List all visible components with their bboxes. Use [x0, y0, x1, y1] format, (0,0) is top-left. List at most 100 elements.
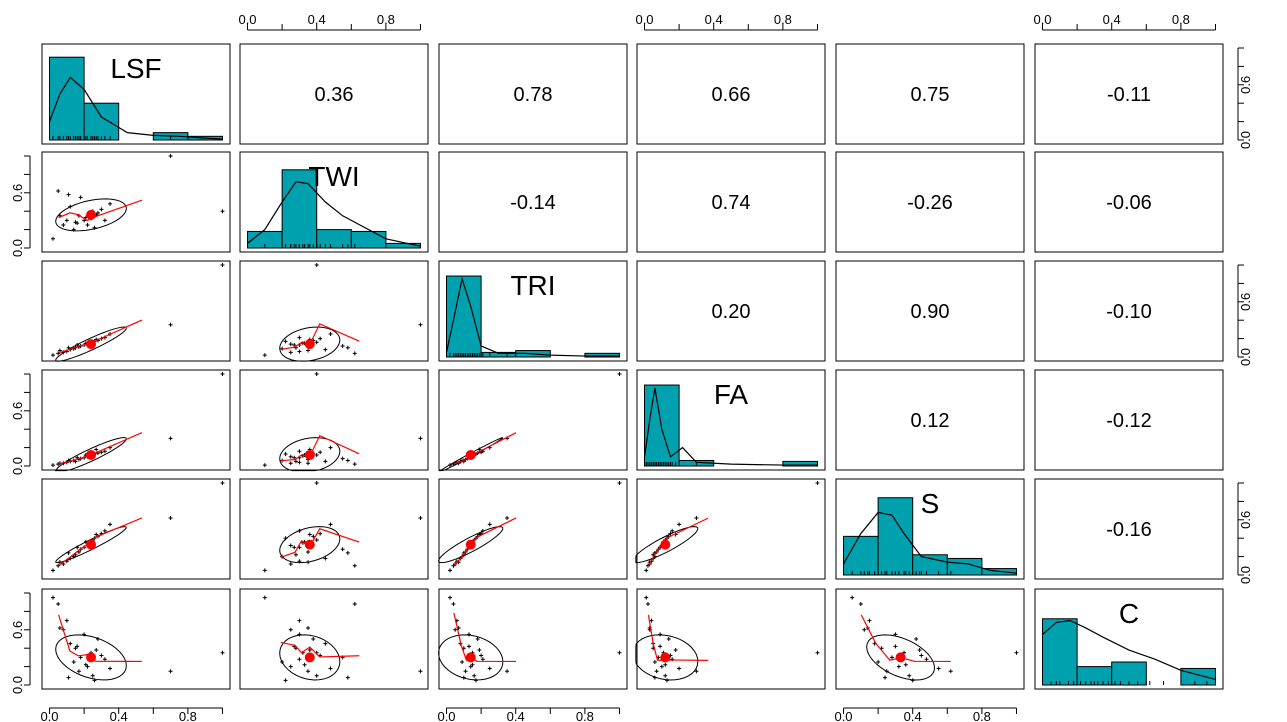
panel-frame-S-S: [835, 478, 1025, 580]
scatter-point-C-vs-S: [876, 660, 881, 664]
scatter-point-C-vs-S: [862, 627, 867, 632]
panel-frame-S-C: [1034, 478, 1224, 580]
correlation-label: 0.36: [315, 84, 354, 106]
scatter-point-S-vs-FA: [670, 528, 675, 533]
scatter-point-C-vs-FA: [663, 673, 668, 678]
scatter-point-C-vs-TRI: [470, 662, 475, 667]
scatter-point-C-vs-TWI: [345, 675, 350, 680]
top-axis-C-tick-label: 0.4: [1103, 12, 1121, 27]
scatter-point-C-vs-S: [889, 655, 894, 660]
right-axis-S-tick-label: 0.6: [1238, 511, 1253, 529]
scatter-point-C-vs-TRI: [480, 657, 485, 662]
loess-line-TRI-vs-LSF: [58, 319, 143, 354]
scatter-point-FA-vs-LSF: [50, 463, 55, 468]
scatter-point-TRI-vs-TWI: [318, 336, 323, 341]
scatter-point-S-vs-TWI: [314, 538, 319, 543]
scatter-point-C-vs-TWI: [297, 618, 302, 623]
correlation-ellipse-C-vs-TWI: [279, 634, 341, 681]
density-curve-TRI: [445, 276, 620, 357]
top-axis-TWI-tick-label: 0.4: [308, 12, 326, 27]
panel-frame-TRI-TRI: [438, 260, 628, 362]
scatter-point-C-vs-TRI: [617, 650, 622, 655]
scatter-point-C-vs-S: [896, 664, 901, 669]
scatter-point-S-vs-TWI: [318, 531, 323, 536]
scatter-point-FA-vs-TWI: [293, 459, 298, 464]
scatter-point-FA-vs-TWI: [418, 436, 423, 441]
correlation-label: -0.14: [510, 192, 556, 214]
loess-line-FA-vs-LSF: [58, 432, 143, 465]
scatter-point-FA-vs-TWI: [306, 461, 311, 466]
histogram-bar-LSF: [83, 102, 120, 141]
correlation-ellipse-S-vs-FA: [635, 526, 699, 564]
scatter-point-S-vs-TWI: [292, 545, 297, 550]
scatter-point-C-vs-TWI: [262, 595, 267, 600]
scatter-point-FA-vs-TWI: [328, 445, 333, 450]
scatter-point-C-vs-TRI: [467, 644, 472, 649]
panel-frame-FA-S: [835, 369, 1025, 471]
mean-point-FA-vs-TRI: [465, 449, 476, 460]
histogram-bar-S: [912, 554, 948, 576]
correlation-label: 0.90: [911, 301, 950, 323]
scatter-point-C-vs-FA: [694, 669, 699, 674]
scatter-point-TRI-vs-LSF: [168, 322, 173, 327]
variable-name-TRI: TRI: [510, 270, 555, 301]
scatter-point-C-vs-TRI: [467, 632, 472, 637]
loess-line-FA-vs-TRI: [453, 432, 517, 465]
right-axis-TRI-tick-label: 0.6: [1238, 293, 1253, 311]
scatter-point-C-vs-FA: [659, 664, 664, 669]
variable-name-S: S: [921, 488, 940, 519]
scatter-point-C-vs-TWI: [302, 662, 307, 667]
top-axis-FA-tick-label: 0.8: [774, 12, 792, 27]
scatter-point-C-vs-LSF: [83, 662, 88, 667]
bottom-axis-LSF-tick-label: 0.0: [40, 709, 58, 722]
panel-frame-TWI-TRI: [438, 151, 628, 253]
scatter-point-S-vs-TRI: [617, 481, 622, 485]
loess-line-C-vs-FA: [647, 614, 709, 661]
scatter-point-TRI-vs-TWI: [288, 350, 293, 355]
scatter-point-S-vs-TRI: [487, 522, 492, 527]
scatter-point-C-vs-LSF: [220, 650, 225, 655]
scatter-point-TWI-vs-LSF: [99, 207, 104, 212]
scatter-point-S-vs-TWI: [314, 481, 319, 485]
scatter-point-C-vs-TRI: [447, 595, 452, 600]
scatter-point-TWI-vs-LSF: [66, 192, 71, 197]
scatter-point-FA-vs-TWI: [314, 452, 319, 457]
scatter-point-C-vs-TWI: [311, 637, 316, 641]
panel-frame-TRI-FA: [636, 260, 826, 362]
variable-name-TWI: TWI: [308, 161, 359, 192]
scatter-point-C-vs-FA: [815, 650, 820, 655]
bottom-axis-S-tick-label: 0.8: [973, 709, 991, 722]
scatter-point-TWI-vs-LSF: [102, 218, 107, 223]
density-curve-TWI: [247, 181, 421, 247]
scatter-point-FA-vs-TWI: [323, 459, 328, 464]
panel-frame-FA-FA: [636, 369, 826, 471]
panel-frame-C-S: [835, 588, 1025, 690]
scatter-point-S-vs-TWI: [307, 532, 312, 537]
scatter-point-C-vs-TRI: [505, 669, 510, 674]
bottom-axis-LSF-tick-label: 0.8: [179, 709, 197, 722]
scatter-point-TRI-vs-LSF: [56, 351, 61, 356]
bottom-axis-TRI-tick-label: 0.4: [507, 709, 525, 722]
bottom-axis-TRI-tick-label: 0.8: [576, 709, 594, 722]
panel-frame-S-FA: [636, 478, 826, 580]
scatter-point-FA-vs-LSF: [94, 447, 99, 452]
scatter-point-C-vs-TRI: [463, 669, 468, 674]
panel-frame-TWI-LSF: [41, 151, 231, 253]
left-axis-C-tick-label: 0.6: [10, 621, 25, 639]
scatter-point-TWI-vs-LSF: [61, 223, 66, 227]
scatter-point-C-vs-LSF: [75, 644, 80, 649]
scatter-point-C-vs-LSF: [90, 673, 95, 678]
scatter-point-FA-vs-TWI: [288, 461, 293, 466]
scatter-point-S-vs-TWI: [345, 550, 350, 555]
top-axis-TWI-tick-label: 0.8: [377, 12, 395, 27]
histogram-bar-S: [877, 497, 914, 576]
scatter-point-C-vs-LSF: [94, 648, 99, 653]
scatter-point-S-vs-TWI: [306, 550, 311, 554]
panel-frame-S-TRI: [438, 478, 628, 580]
scatter-point-C-vs-LSF: [102, 657, 107, 662]
scatter-point-TRI-vs-TWI: [314, 340, 319, 345]
scatter-point-C-vs-FA: [645, 602, 650, 607]
mean-point-C-vs-TWI: [304, 652, 315, 663]
right-axis-LSF-tick-label: 0.6: [1238, 76, 1253, 94]
